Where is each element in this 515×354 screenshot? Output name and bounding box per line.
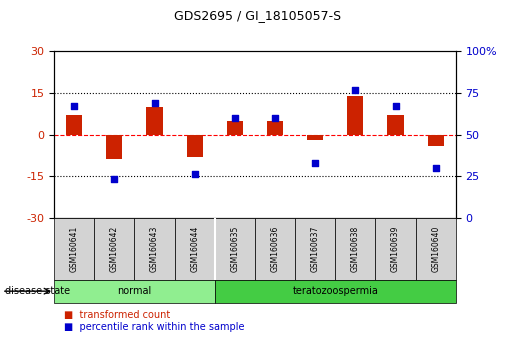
FancyBboxPatch shape xyxy=(416,218,456,280)
Text: GSM160644: GSM160644 xyxy=(190,225,199,272)
FancyBboxPatch shape xyxy=(54,280,215,303)
Text: teratozoospermia: teratozoospermia xyxy=(293,286,378,296)
FancyBboxPatch shape xyxy=(94,218,134,280)
FancyBboxPatch shape xyxy=(175,218,215,280)
Text: ■  percentile rank within the sample: ■ percentile rank within the sample xyxy=(64,322,245,332)
Point xyxy=(271,115,279,121)
Text: GSM160639: GSM160639 xyxy=(391,225,400,272)
Bar xyxy=(66,115,82,135)
Point xyxy=(70,103,78,109)
Bar xyxy=(106,135,123,159)
Bar xyxy=(146,107,163,135)
Bar xyxy=(267,121,283,135)
FancyBboxPatch shape xyxy=(295,218,335,280)
Point xyxy=(110,177,118,182)
FancyBboxPatch shape xyxy=(335,218,375,280)
FancyBboxPatch shape xyxy=(54,218,94,280)
Point xyxy=(231,115,239,121)
FancyBboxPatch shape xyxy=(215,218,255,280)
Point xyxy=(191,172,199,177)
Bar xyxy=(427,135,444,145)
Text: GSM160641: GSM160641 xyxy=(70,225,79,272)
FancyBboxPatch shape xyxy=(134,218,175,280)
Point xyxy=(391,103,400,109)
Point xyxy=(432,165,440,171)
Text: GSM160642: GSM160642 xyxy=(110,225,119,272)
Text: GDS2695 / GI_18105057-S: GDS2695 / GI_18105057-S xyxy=(174,9,341,22)
Point xyxy=(351,87,359,92)
FancyBboxPatch shape xyxy=(215,280,456,303)
Bar xyxy=(347,96,364,135)
Text: GSM160643: GSM160643 xyxy=(150,225,159,272)
Point xyxy=(150,100,159,106)
Point xyxy=(311,160,319,166)
Bar xyxy=(227,121,243,135)
Bar xyxy=(186,135,203,157)
Text: ■  transformed count: ■ transformed count xyxy=(64,310,170,320)
Text: GSM160638: GSM160638 xyxy=(351,225,360,272)
Bar xyxy=(387,115,404,135)
Text: GSM160637: GSM160637 xyxy=(311,225,320,272)
Text: GSM160635: GSM160635 xyxy=(230,225,239,272)
Text: normal: normal xyxy=(117,286,151,296)
Text: GSM160640: GSM160640 xyxy=(431,225,440,272)
FancyBboxPatch shape xyxy=(375,218,416,280)
Text: disease state: disease state xyxy=(5,286,70,296)
Bar xyxy=(307,135,323,140)
FancyBboxPatch shape xyxy=(255,218,295,280)
Text: GSM160636: GSM160636 xyxy=(270,225,280,272)
